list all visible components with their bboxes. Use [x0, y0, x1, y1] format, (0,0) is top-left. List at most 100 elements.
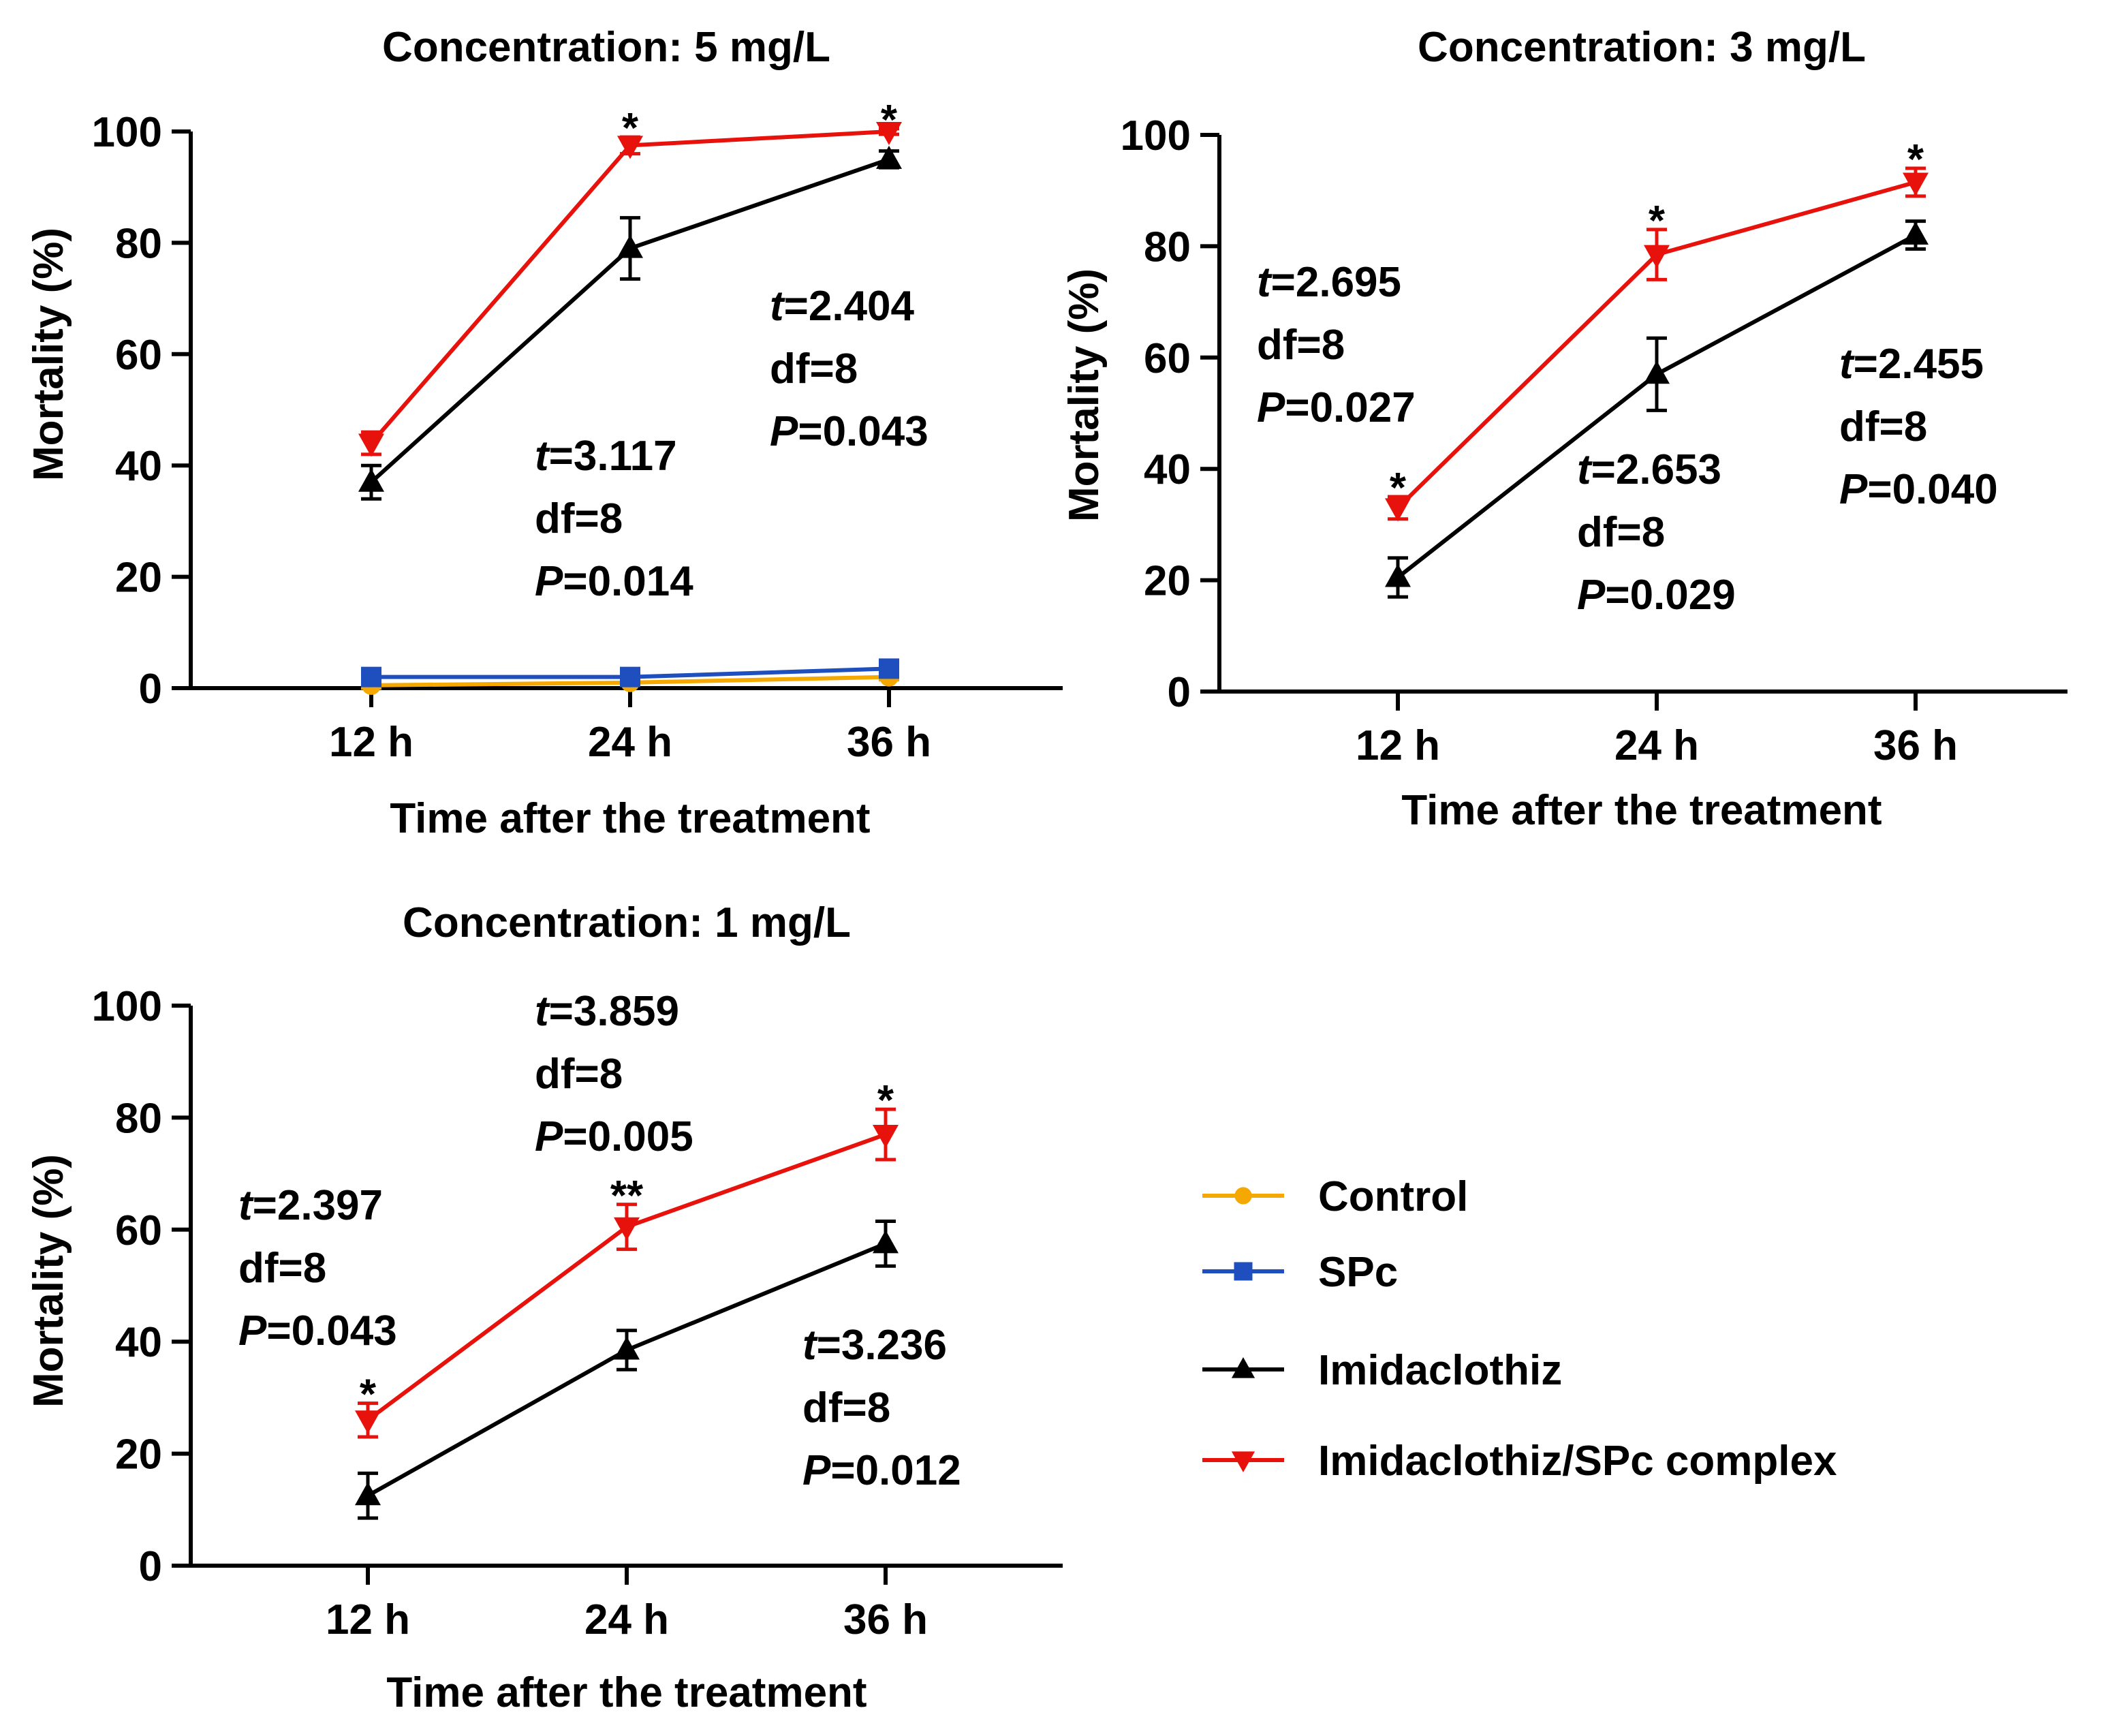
significance-star: ** [610, 1173, 644, 1220]
stat-df: df=8 [1577, 509, 1665, 556]
stat-annotation: t=2.397 df=8 P=0.043 [238, 1182, 397, 1354]
chart-title: Concentration: 3 mg/L [1418, 24, 1866, 71]
stat-p-value: =0.005 [563, 1113, 693, 1160]
stat-t: t=2.397 [238, 1182, 383, 1229]
stat-t-symbol: t [1577, 446, 1593, 493]
x-tick-label: 24 h [584, 1596, 669, 1643]
legend-marker [1234, 1262, 1253, 1281]
stat-p: P=0.043 [238, 1307, 397, 1354]
y-tick-label: 40 [1144, 446, 1191, 493]
significance-star: * [360, 1371, 377, 1419]
y-tick-label: 60 [115, 1207, 162, 1254]
data-point [1903, 172, 1929, 196]
x-tick-label: 12 h [1356, 722, 1440, 769]
data-point [1644, 360, 1670, 384]
y-tick-label: 0 [1168, 669, 1191, 716]
stat-p: P=0.043 [770, 408, 928, 455]
stat-t: t=2.695 [1257, 259, 1401, 306]
data-point [873, 1125, 899, 1149]
x-tick-label: 36 h [1873, 722, 1958, 769]
stat-t-value: =3.236 [817, 1322, 947, 1369]
stat-df: df=8 [802, 1384, 890, 1431]
y-tick-label: 20 [1144, 558, 1191, 605]
stat-p-value: =0.029 [1605, 572, 1735, 619]
stat-df: df=8 [238, 1245, 326, 1292]
stat-t-value: =2.397 [253, 1182, 383, 1229]
stat-df: df=8 [535, 495, 623, 542]
y-tick-label: 80 [115, 220, 162, 267]
legend-label: Control [1318, 1173, 1468, 1220]
series-imidaclothiz [358, 145, 902, 501]
series-imidaclothiz [355, 1219, 899, 1520]
y-tick-label: 60 [1144, 335, 1191, 382]
data-point [876, 122, 902, 145]
stat-p: P=0.040 [1839, 466, 1998, 513]
panel-1mgl: Concentration: 1 mg/L 0 20 40 60 80 100 12 h 24 … [25, 899, 1063, 1716]
chart-title: Concentration: 1 mg/L [403, 899, 851, 946]
significance-star: * [1907, 136, 1924, 183]
x-axis-label: Time after the treatment [1401, 787, 1882, 834]
data-point [358, 433, 384, 457]
panel-3mgl: Concentration: 3 mg/L 0 20 40 60 80 100 12 h 24 … [1061, 24, 2067, 834]
stat-t-symbol: t [535, 988, 550, 1035]
stat-t-value: =2.695 [1271, 259, 1401, 306]
stat-annotation: t=2.653 df=8 P=0.029 [1577, 446, 1736, 619]
y-tick-label: 20 [115, 555, 162, 602]
x-tick-label: 24 h [588, 719, 672, 766]
legend-label: Imidaclothiz [1318, 1347, 1562, 1394]
stat-t-symbol: t [1839, 341, 1855, 388]
legend-item-spc: SPc [1202, 1249, 1398, 1296]
series-spc [361, 658, 899, 687]
data-point [1903, 221, 1929, 245]
data-point [614, 1336, 640, 1360]
y-tick-label: 0 [139, 1543, 162, 1590]
stat-t-value: =3.859 [549, 988, 679, 1035]
stat-p-symbol: P [802, 1447, 831, 1494]
panel-5mgl: Concentration: 5 mg/L 0 20 40 60 80 100 12 h 24 … [25, 24, 1063, 842]
y-axis-label: Mortality (%) [25, 1154, 72, 1408]
significance-star: * [1390, 465, 1407, 512]
stat-t-symbol: t [535, 433, 550, 480]
x-tick-label: 12 h [326, 1596, 410, 1643]
stat-t: t=3.236 [802, 1322, 947, 1369]
stat-t: t=2.455 [1839, 341, 1984, 388]
significance-star: * [1649, 198, 1666, 245]
stat-t-value: =2.653 [1591, 446, 1721, 493]
data-point [355, 1482, 381, 1506]
y-tick-label: 100 [92, 109, 162, 156]
stat-annotation: t=3.117 df=8 P=0.014 [535, 433, 693, 605]
stat-p: P=0.029 [1577, 572, 1736, 619]
stat-p-symbol: P [1839, 466, 1868, 513]
data-point [617, 234, 643, 258]
y-tick-label: 60 [115, 332, 162, 379]
stat-t-symbol: t [238, 1182, 254, 1229]
series-imidaclothiz-spc-complex [355, 1107, 899, 1439]
data-point [1644, 245, 1670, 268]
y-tick-label: 80 [115, 1095, 162, 1142]
significance-star: * [881, 97, 898, 144]
stat-df: df=8 [770, 345, 858, 392]
stat-t: t=3.117 [535, 433, 677, 480]
data-point [1385, 498, 1411, 522]
stat-p-value: =0.012 [830, 1447, 961, 1494]
data-point [358, 468, 384, 492]
stat-t-value: =2.404 [784, 283, 915, 330]
stat-p: P=0.014 [535, 558, 693, 605]
y-tick-label: 100 [1121, 112, 1191, 159]
stat-t-symbol: t [770, 283, 785, 330]
legend-label: SPc [1318, 1249, 1398, 1296]
significance-star: * [877, 1077, 894, 1124]
data-point [620, 666, 640, 687]
stat-annotation: t=2.455 df=8 P=0.040 [1839, 341, 1998, 513]
y-axis-label: Mortality (%) [1061, 268, 1108, 522]
legend-marker [1231, 1357, 1255, 1378]
y-tick-label: 0 [139, 666, 162, 713]
legend-label: Imidaclothiz/SPc complex [1318, 1438, 1837, 1485]
stat-df: df=8 [535, 1051, 623, 1098]
data-point [879, 658, 899, 679]
stat-p: P=0.005 [535, 1113, 693, 1160]
y-tick-label: 20 [115, 1431, 162, 1478]
stat-t: t=2.404 [770, 283, 915, 330]
x-axis-label: Time after the treatment [386, 1669, 867, 1716]
